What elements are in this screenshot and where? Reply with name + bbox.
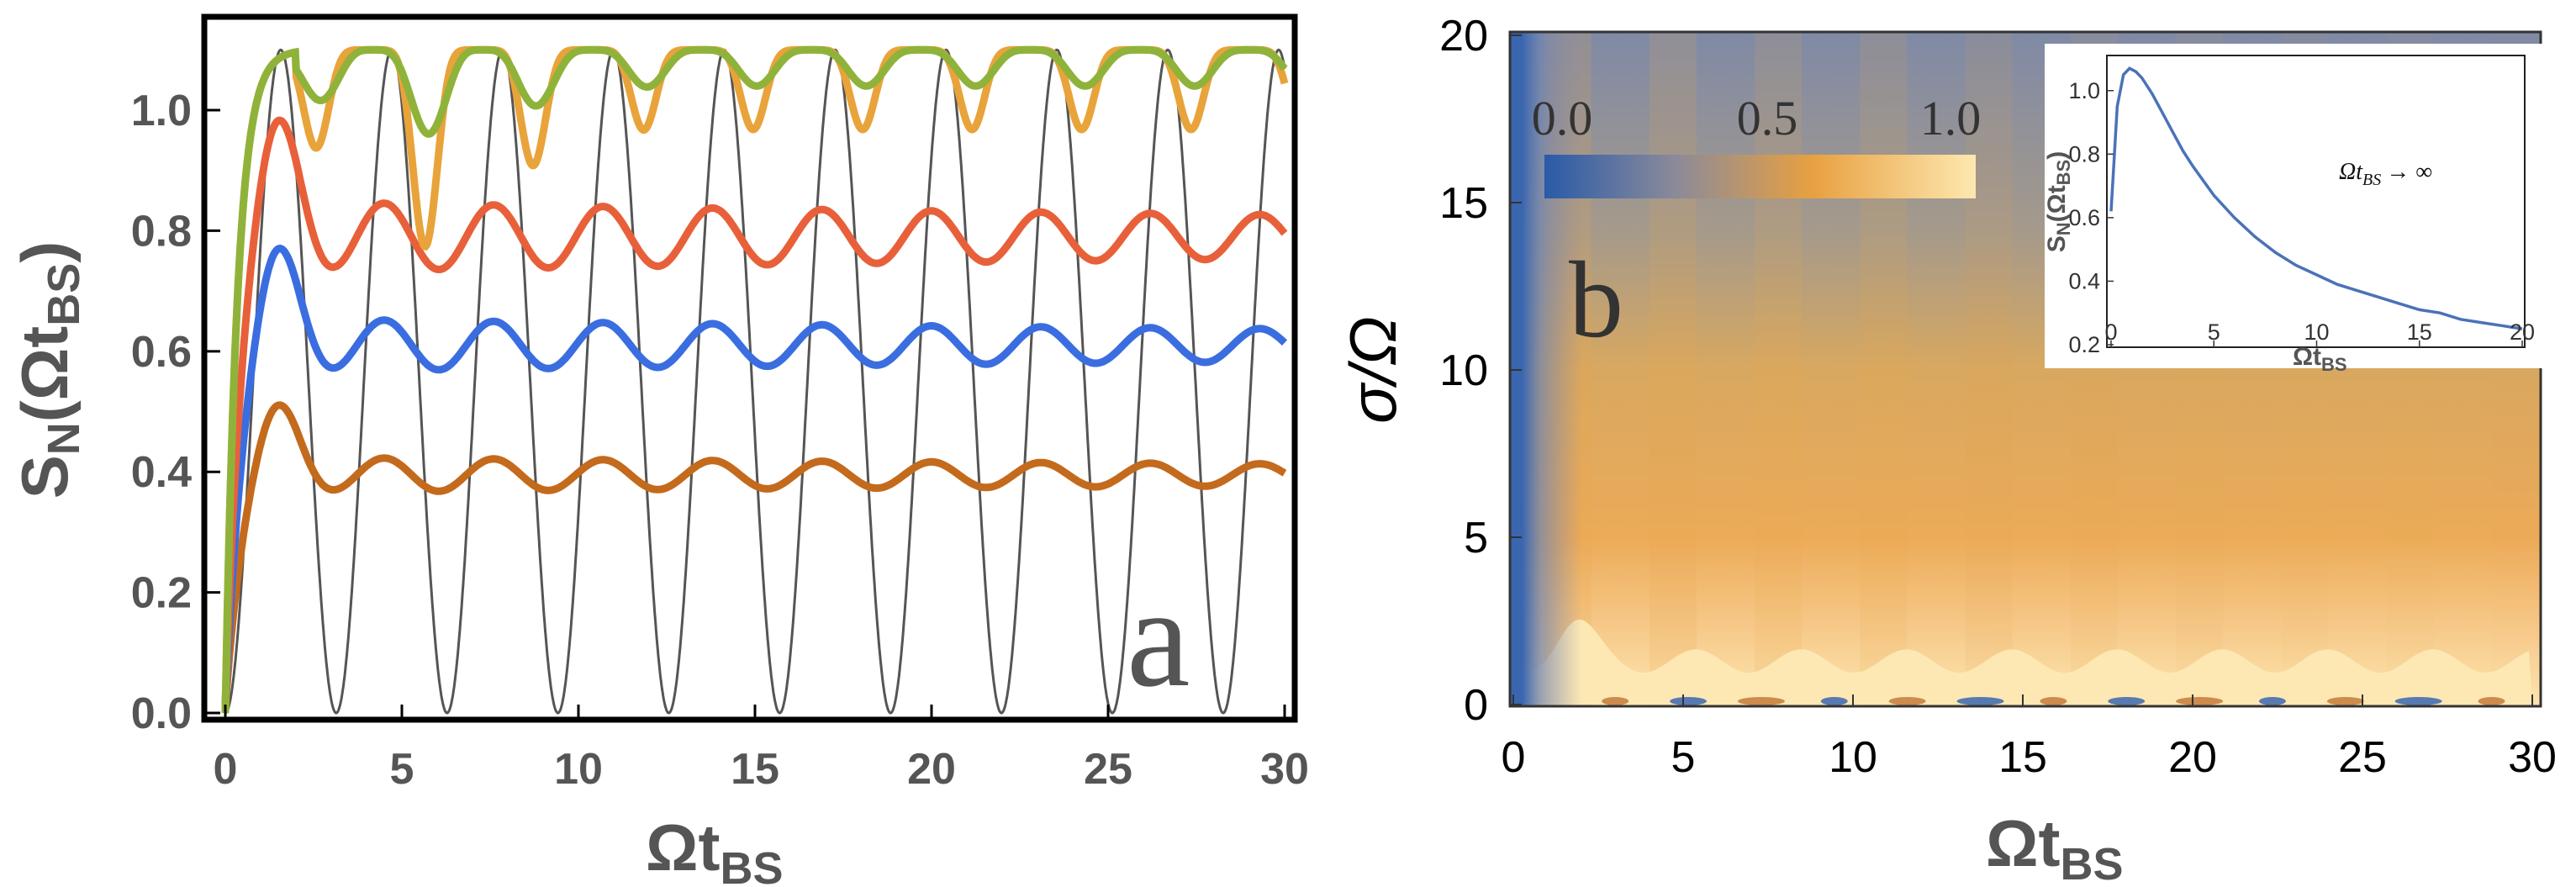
panel-b-xtick-label: 0 bbox=[1502, 733, 1526, 782]
inset-y-label: SN(ΩtBS) bbox=[2043, 151, 2074, 253]
series-red bbox=[221, 116, 1288, 704]
panel-b-xtick-label: 10 bbox=[1829, 733, 1877, 782]
panel-a-xtick-label: 10 bbox=[554, 745, 603, 794]
panel-b-label: b bbox=[1569, 240, 1623, 361]
panel-b-ytick-label: 20 bbox=[1439, 12, 1488, 61]
panel-b-y-ticks: 0 5 10 15 20 bbox=[1439, 12, 1522, 730]
inset-annotation: ΩtBS → ∞ bbox=[2339, 159, 2432, 189]
panel-b-y-label: σ/Ω bbox=[1336, 316, 1410, 424]
inset-curve bbox=[2109, 66, 2523, 330]
inset-xtick-label: 5 bbox=[2208, 319, 2220, 345]
colorbar-tick-0: 0.0 bbox=[1532, 91, 1593, 145]
panel-a-ytick-label: 0.2 bbox=[131, 569, 192, 618]
inset-chart: 0.20.40.60.81.0 0 5 10 15 20 ΩtBS → ∞ ΩtBS SN… bbox=[2043, 44, 2547, 375]
panel-b-ytick-label: 0 bbox=[1464, 681, 1488, 730]
inset-frame bbox=[2106, 55, 2526, 348]
panel-b-x-label: ΩtBS bbox=[1986, 806, 2124, 887]
panel-b-xtick-label: 30 bbox=[2508, 733, 2557, 782]
panel-b-x-ticks: 0 5 10 15 20 25 30 bbox=[1502, 694, 2557, 782]
panel-a-x-label: ΩtBS bbox=[646, 810, 784, 887]
panel-a-ytick-label: 0.8 bbox=[131, 207, 192, 256]
series-gray bbox=[224, 48, 1286, 715]
series-blue bbox=[221, 245, 1288, 705]
panel-a-xtick-label: 25 bbox=[1084, 745, 1132, 794]
inset-ytick-label: 0.2 bbox=[2068, 332, 2100, 357]
panel-a-label: a bbox=[1127, 558, 1190, 716]
panel-b-ytick-label: 15 bbox=[1439, 179, 1488, 228]
inset-ytick-label: 0.8 bbox=[2068, 141, 2100, 166]
inset-xtick-label: 0 bbox=[2104, 319, 2117, 345]
inset-ytick-label: 0.4 bbox=[2068, 268, 2100, 293]
panel-a-ytick-label: 0.0 bbox=[131, 689, 192, 738]
panel-a-xtick-label: 30 bbox=[1260, 745, 1309, 794]
panel-a-x-ticks: 0 5 10 15 20 25 30 bbox=[214, 705, 1309, 794]
inset-x-label: ΩtBS bbox=[2293, 343, 2347, 375]
panel-a-y-ticks: 0.0 0.2 0.4 0.6 0.8 1.0 bbox=[131, 87, 220, 738]
panel-a-line-chart: 0.0 0.2 0.4 0.6 0.8 1.0 0 5 10 15 20 25 30 a ΩtBS S… bbox=[8, 13, 1309, 887]
panel-a-y-label: SN(ΩtBS) bbox=[8, 241, 89, 499]
series-green bbox=[221, 45, 1288, 714]
colorbar-tick-2: 1.0 bbox=[1920, 91, 1982, 145]
inset-ytick-label: 0.6 bbox=[2068, 205, 2100, 230]
panel-a-ytick-label: 0.6 bbox=[131, 328, 192, 377]
panel-b-ytick-label: 5 bbox=[1464, 514, 1488, 562]
colorbar-gradient bbox=[1544, 155, 1976, 198]
panel-a-xtick-label: 15 bbox=[731, 745, 779, 794]
panel-b-ytick-label: 10 bbox=[1439, 346, 1488, 395]
series-brown bbox=[221, 401, 1287, 708]
panel-a-series-group bbox=[221, 45, 1289, 715]
panel-a-ytick-label: 0.4 bbox=[131, 448, 192, 497]
colorbar-tick-1: 0.5 bbox=[1737, 91, 1798, 145]
inset-ytick-label: 1.0 bbox=[2068, 78, 2100, 103]
panel-b-xtick-label: 15 bbox=[1998, 733, 2047, 782]
colorbar: 0.0 0.5 1.0 bbox=[1532, 91, 1982, 198]
inset-x-ticks: 0 5 10 15 20 bbox=[2104, 319, 2535, 347]
panel-b-xtick-label: 25 bbox=[2338, 733, 2387, 782]
panel-a-ytick-label: 1.0 bbox=[131, 87, 192, 135]
panel-b-xtick-label: 20 bbox=[2168, 733, 2217, 782]
panel-a-frame bbox=[201, 13, 1298, 723]
panel-b-xtick-label: 5 bbox=[1671, 733, 1696, 782]
inset-y-ticks: 0.2 0.4 0.6 0.8 1.0 bbox=[2068, 78, 2114, 357]
panel-a-xtick-label: 20 bbox=[907, 745, 956, 794]
panel-a-xtick-label: 5 bbox=[390, 745, 414, 794]
inset-background bbox=[2045, 44, 2547, 368]
panel-a-xtick-label: 0 bbox=[214, 745, 238, 794]
